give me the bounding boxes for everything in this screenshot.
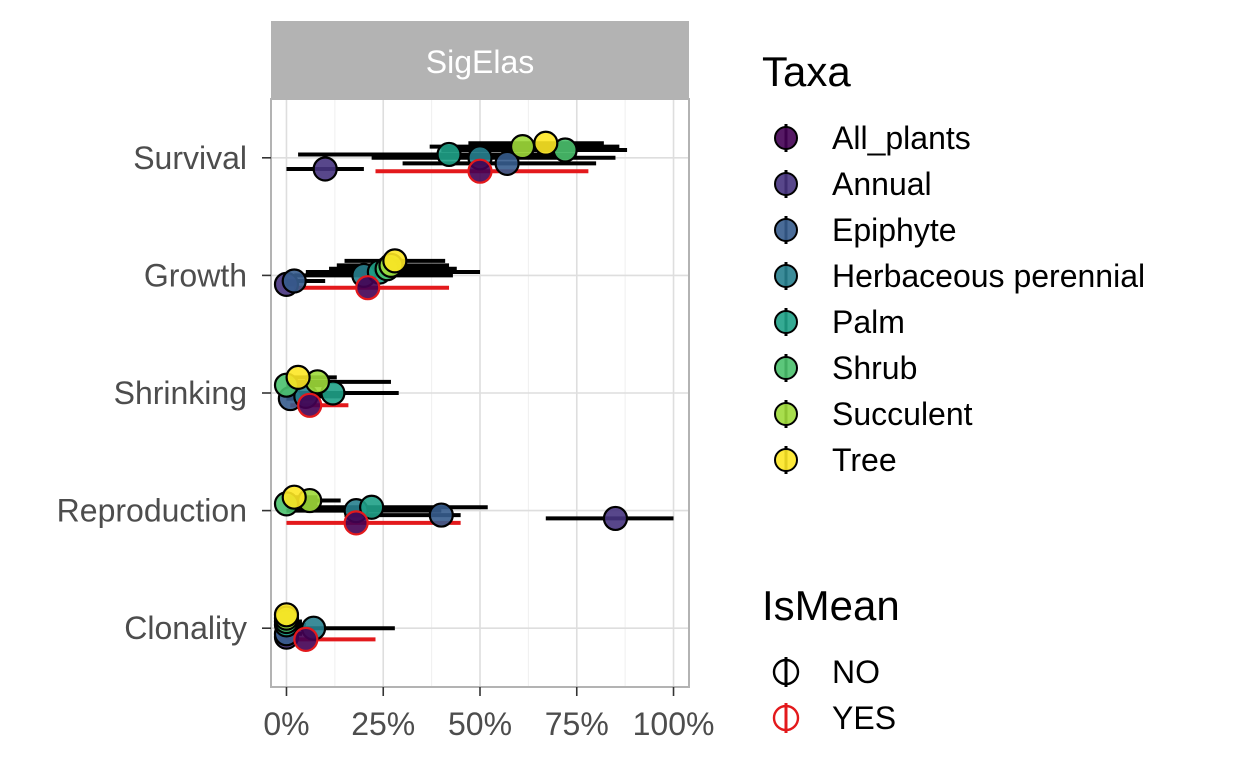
legend-label-annual: Annual [832, 166, 932, 202]
legend-label-palm: Palm [832, 304, 905, 340]
legend-label-yes: YES [832, 700, 896, 736]
point-reproduction-annual [602, 505, 629, 532]
legend-key-palm [774, 310, 798, 334]
legend-taxa: All_plants Annual Epiphyte Herbaceous peren… [774, 120, 1145, 478]
y-tick-label-reproduction: Reproduction [57, 493, 247, 529]
legend-key-succulent [774, 402, 798, 426]
legend-ismean: NO YES [772, 654, 896, 736]
legend-label-epiphyte: Epiphyte [832, 212, 957, 248]
x-tick-label: 75% [545, 706, 609, 742]
x-axis: 0% 25% 50% 75% 100% [263, 687, 714, 742]
legend-label-succulent: Succulent [832, 396, 973, 432]
point-reproduction-tree [281, 484, 307, 510]
point-survival-epiphyte [494, 150, 520, 176]
point-reproduction-all-plants [343, 510, 369, 536]
y-axis: Survival Growth Shrinking Reproduction Clona… [57, 140, 271, 646]
point-clonality-all-plants [293, 626, 319, 652]
point-survival-all-plants [467, 158, 493, 184]
point-growth-epiphyte [281, 268, 307, 294]
legend-title-taxa: Taxa [762, 48, 851, 95]
points [273, 130, 629, 652]
y-tick-label-shrinking: Shrinking [114, 375, 247, 411]
legend-key-tree [774, 448, 798, 472]
point-growth-tree [382, 248, 408, 274]
x-tick-label: 25% [351, 706, 415, 742]
legend-label-shrub: Shrub [832, 350, 917, 386]
legend-key-epiphyte [774, 218, 798, 242]
point-survival-annual [312, 156, 338, 182]
x-tick-label: 50% [448, 706, 512, 742]
legend-key-all-plants [774, 126, 798, 150]
legend-key-herbaceous-perennial [774, 264, 798, 288]
legend-key-annual [774, 172, 798, 196]
point-shrinking-tree [285, 364, 311, 390]
point-clonality-tree [273, 602, 300, 628]
legend-label-all-plants: All_plants [832, 120, 971, 156]
legend-key-shrub [774, 356, 798, 380]
legend-label-no: NO [832, 654, 880, 690]
facet-strip [271, 21, 689, 99]
x-tick-label: 0% [263, 706, 309, 742]
point-reproduction-epiphyte [428, 502, 454, 528]
legend-label-tree: Tree [832, 442, 897, 478]
y-tick-label-clonality: Clonality [124, 610, 247, 646]
y-tick-label-survival: Survival [133, 140, 247, 176]
facet-title: SigElas [426, 44, 535, 80]
point-growth-all-plants [355, 275, 381, 301]
point-survival-tree [533, 130, 559, 156]
x-tick-label: 100% [633, 706, 715, 742]
legend-title-ismean: IsMean [762, 582, 900, 629]
legend-key-no [772, 658, 800, 686]
point-survival-palm [436, 141, 462, 168]
point-survival-succulent [509, 134, 536, 160]
legend-label-herbaceous-perennial: Herbaceous perennial [832, 258, 1145, 294]
point-shrinking-all-plants [297, 392, 323, 418]
legend-key-yes [772, 704, 800, 732]
y-tick-label-growth: Growth [144, 257, 247, 293]
point-reproduction-palm [359, 494, 385, 520]
